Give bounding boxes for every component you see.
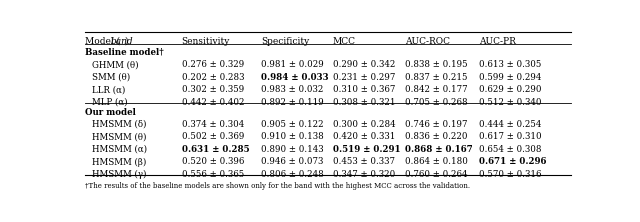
Text: MLP (α): MLP (α) [92,98,128,107]
Text: 0.836 ± 0.220: 0.836 ± 0.220 [405,133,467,141]
Text: HMSMM (β): HMSMM (β) [92,157,147,166]
Text: HMSMM (δ): HMSMM (δ) [92,120,147,129]
Text: 0.981 ± 0.029: 0.981 ± 0.029 [261,60,324,69]
Text: GHMM (θ): GHMM (θ) [92,60,139,69]
Text: 0.910 ± 0.138: 0.910 ± 0.138 [261,133,324,141]
Text: 0.617 ± 0.310: 0.617 ± 0.310 [479,133,542,141]
Text: †The results of the baseline models are shown only for the band with the highest: †The results of the baseline models are … [85,182,470,190]
Text: 0.300 ± 0.284: 0.300 ± 0.284 [333,120,396,129]
Text: HMSMM (α): HMSMM (α) [92,145,148,154]
Text: AUC-ROC: AUC-ROC [405,37,450,46]
Text: 0.613 ± 0.305: 0.613 ± 0.305 [479,60,541,69]
Text: SMM (θ): SMM (θ) [92,73,131,82]
Text: HMSMM (θ): HMSMM (θ) [92,133,147,141]
Text: 0.444 ± 0.254: 0.444 ± 0.254 [479,120,541,129]
Text: 0.374 ± 0.304: 0.374 ± 0.304 [182,120,244,129]
Text: 0.837 ± 0.215: 0.837 ± 0.215 [405,73,467,82]
Text: Specificity: Specificity [261,37,309,46]
Text: 0.806 ± 0.248: 0.806 ± 0.248 [261,170,324,179]
Text: 0.631 ± 0.285: 0.631 ± 0.285 [182,145,250,154]
Text: 0.519 ± 0.291: 0.519 ± 0.291 [333,145,401,154]
Text: 0.890 ± 0.143: 0.890 ± 0.143 [261,145,324,154]
Text: 0.671 ± 0.296: 0.671 ± 0.296 [479,157,547,166]
Text: 0.520 ± 0.396: 0.520 ± 0.396 [182,157,244,166]
Text: 0.310 ± 0.367: 0.310 ± 0.367 [333,85,396,94]
Text: 0.892 ± 0.119: 0.892 ± 0.119 [261,98,324,107]
Text: 0.983 ± 0.032: 0.983 ± 0.032 [261,85,323,94]
Text: 0.442 ± 0.402: 0.442 ± 0.402 [182,98,244,107]
Text: 0.838 ± 0.195: 0.838 ± 0.195 [405,60,467,69]
Text: 0.453 ± 0.337: 0.453 ± 0.337 [333,157,395,166]
Text: 0.512 ± 0.340: 0.512 ± 0.340 [479,98,542,107]
Text: 0.946 ± 0.073: 0.946 ± 0.073 [261,157,323,166]
Text: 0.502 ± 0.369: 0.502 ± 0.369 [182,133,244,141]
Text: 0.746 ± 0.197: 0.746 ± 0.197 [405,120,467,129]
Text: 0.556 ± 0.365: 0.556 ± 0.365 [182,170,244,179]
Text: LLR (α): LLR (α) [92,85,126,94]
Text: HMSMM (γ): HMSMM (γ) [92,170,147,179]
Text: Sensitivity: Sensitivity [182,37,230,46]
Text: 0.302 ± 0.359: 0.302 ± 0.359 [182,85,244,94]
Text: 0.984 ± 0.033: 0.984 ± 0.033 [261,73,329,82]
Text: ): ) [124,37,127,46]
Text: 0.905 ± 0.122: 0.905 ± 0.122 [261,120,324,129]
Text: 0.842 ± 0.177: 0.842 ± 0.177 [405,85,467,94]
Text: Model (: Model ( [85,37,120,46]
Text: AUC-PR: AUC-PR [479,37,516,46]
Text: band: band [111,37,133,46]
Text: 0.290 ± 0.342: 0.290 ± 0.342 [333,60,396,69]
Text: 0.599 ± 0.294: 0.599 ± 0.294 [479,73,541,82]
Text: 0.629 ± 0.290: 0.629 ± 0.290 [479,85,542,94]
Text: 0.864 ± 0.180: 0.864 ± 0.180 [405,157,468,166]
Text: 0.347 ± 0.320: 0.347 ± 0.320 [333,170,396,179]
Text: 0.868 ± 0.167: 0.868 ± 0.167 [405,145,472,154]
Text: 0.570 ± 0.316: 0.570 ± 0.316 [479,170,542,179]
Text: 0.420 ± 0.331: 0.420 ± 0.331 [333,133,396,141]
Text: 0.654 ± 0.308: 0.654 ± 0.308 [479,145,542,154]
Text: 0.308 ± 0.321: 0.308 ± 0.321 [333,98,396,107]
Text: Our model: Our model [85,107,136,117]
Text: 0.705 ± 0.268: 0.705 ± 0.268 [405,98,467,107]
Text: MCC: MCC [333,37,356,46]
Text: 0.202 ± 0.283: 0.202 ± 0.283 [182,73,244,82]
Text: 0.276 ± 0.329: 0.276 ± 0.329 [182,60,244,69]
Text: 0.760 ± 0.264: 0.760 ± 0.264 [405,170,467,179]
Text: 0.231 ± 0.297: 0.231 ± 0.297 [333,73,396,82]
Text: Baseline model†: Baseline model† [85,48,164,57]
